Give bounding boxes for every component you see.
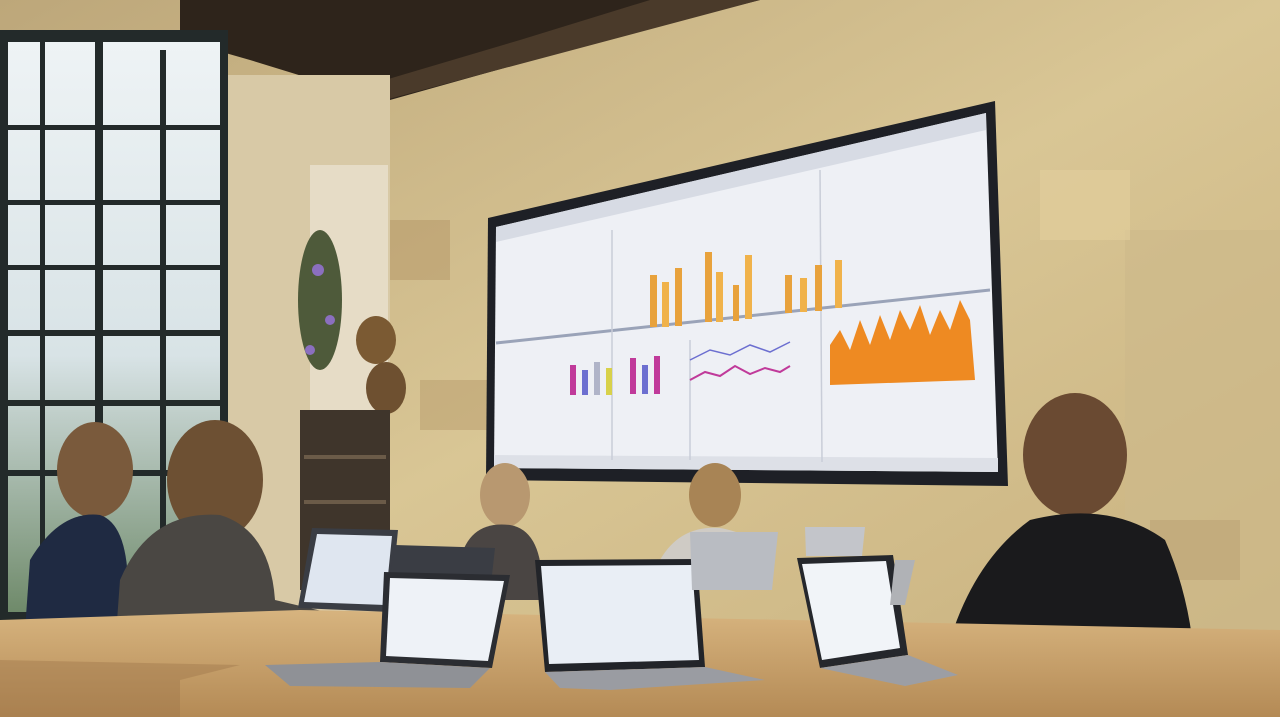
plants-part	[356, 316, 396, 364]
screen-bars-part	[642, 365, 648, 394]
window-part	[0, 125, 228, 130]
screen-bars-part	[630, 358, 636, 394]
screen-bars-part	[785, 275, 792, 313]
screen-bars-part	[733, 285, 739, 321]
screen-bars-part	[745, 255, 752, 319]
stone-wall-part	[420, 380, 490, 430]
window-part	[0, 400, 228, 406]
screen-bars-part	[689, 364, 791, 381]
plants-part	[366, 362, 406, 414]
plants-part	[312, 264, 324, 276]
shelf-part	[304, 500, 386, 504]
laptops-part	[390, 545, 495, 575]
people-part	[480, 463, 530, 527]
screen-bars-part	[582, 370, 588, 395]
ceiling-part	[385, 0, 760, 100]
laptops-part	[805, 527, 865, 556]
laptops-part	[386, 578, 504, 661]
screen-bars-part	[675, 268, 682, 326]
window-part	[0, 330, 228, 336]
tv-screen-part	[496, 113, 986, 242]
plants-part	[305, 345, 315, 355]
tv-screen-part	[819, 169, 823, 463]
screen-bars-part	[835, 260, 842, 308]
screen-bars-part	[654, 356, 660, 394]
laptops-part	[890, 560, 915, 605]
laptops	[265, 527, 958, 690]
laptops-part	[545, 667, 765, 690]
screen-bars-part	[830, 300, 975, 385]
people-part	[57, 422, 133, 518]
screen-bars-part	[800, 278, 807, 312]
screen-bars-part	[705, 252, 712, 322]
screen-bars-part	[570, 365, 576, 395]
laptops-part	[690, 532, 778, 590]
laptops-part	[541, 565, 699, 664]
screen-bars-part	[606, 368, 612, 395]
laptops-part	[802, 561, 900, 660]
screen-bars-part	[662, 282, 669, 327]
window-part	[0, 200, 228, 205]
plants-part	[325, 315, 335, 325]
screen-bars-part	[716, 272, 723, 322]
ceiling	[180, 0, 760, 135]
stone-wall-part	[1040, 170, 1130, 240]
screen-bars	[570, 252, 975, 395]
tv-screen-part	[495, 288, 991, 345]
laptops-part	[265, 662, 490, 688]
screen-bars-part	[594, 362, 600, 395]
tv-screen-part	[494, 455, 998, 472]
shelf-part	[304, 455, 386, 459]
table-part	[0, 660, 240, 717]
people-part	[1023, 393, 1127, 517]
screen-bars-part	[815, 265, 822, 311]
stone-wall-part	[390, 220, 450, 280]
screen-bars-part	[689, 341, 791, 361]
window-part	[95, 30, 103, 620]
people-part	[167, 420, 263, 540]
laptops-part	[820, 655, 958, 686]
plants-part	[298, 230, 342, 370]
plants	[298, 230, 406, 414]
people-part	[689, 463, 741, 527]
laptops-part	[304, 534, 392, 605]
window-part	[0, 265, 228, 270]
screen-bars-part	[650, 275, 657, 327]
